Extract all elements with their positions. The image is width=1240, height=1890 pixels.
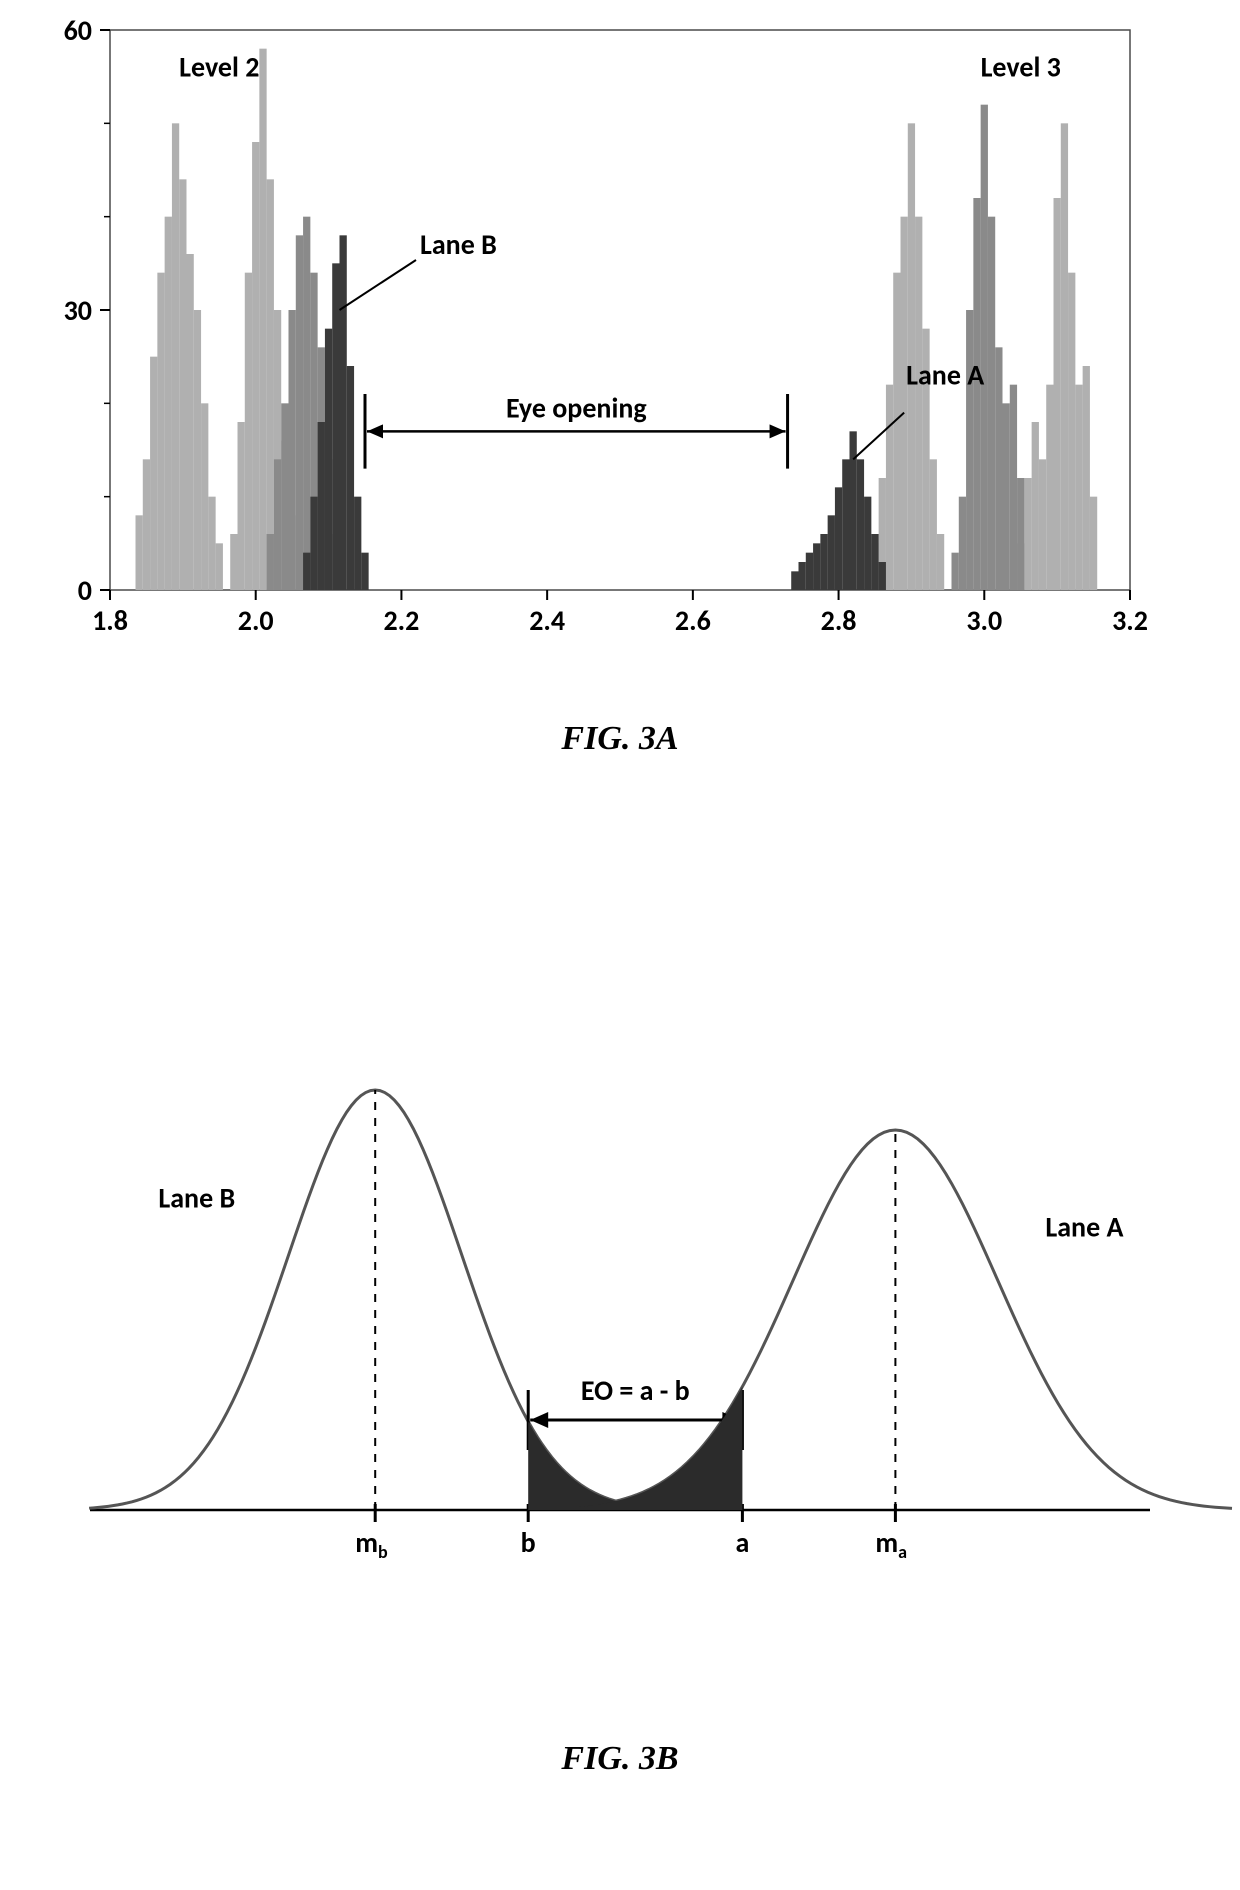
svg-text:0: 0	[78, 573, 92, 608]
svg-text:Lane A: Lane A	[906, 358, 984, 393]
svg-text:2.4: 2.4	[529, 603, 565, 638]
svg-text:Lane A: Lane A	[1045, 1209, 1123, 1244]
svg-text:2.6: 2.6	[675, 603, 711, 638]
svg-text:2.0: 2.0	[238, 603, 274, 638]
svg-text:b: b	[521, 1525, 536, 1560]
svg-text:3.2: 3.2	[1112, 603, 1148, 638]
svg-text:Level 3: Level 3	[981, 50, 1061, 85]
fig-3a-title: FIG. 3A	[0, 720, 1240, 758]
fig-3b-chart: EO = a - bPbPaLane BLane Ambbama	[0, 1060, 1240, 1680]
svg-text:ma: ma	[875, 1525, 907, 1563]
svg-text:EO = a - b: EO = a - b	[581, 1373, 690, 1408]
svg-text:60: 60	[64, 13, 92, 48]
svg-text:Level 2: Level 2	[179, 50, 259, 85]
svg-text:30: 30	[64, 293, 92, 328]
svg-text:a: a	[735, 1525, 749, 1560]
svg-text:mb: mb	[355, 1525, 388, 1563]
fig-3a-chart: 0 30 60 1.8 2.0 2.2 2.4 2.6 2.8 3.0 3.2 Level 2 Leve…	[0, 0, 1240, 720]
svg-text:Lane B: Lane B	[158, 1181, 235, 1216]
svg-text:1.8: 1.8	[92, 603, 128, 638]
svg-text:2.2: 2.2	[383, 603, 419, 638]
fig-3b-title: FIG. 3B	[0, 1740, 1240, 1778]
svg-text:2.8: 2.8	[821, 603, 857, 638]
svg-text:3.0: 3.0	[966, 603, 1002, 638]
svg-text:Eye opening: Eye opening	[506, 390, 647, 425]
svg-text:Lane B: Lane B	[420, 227, 497, 262]
